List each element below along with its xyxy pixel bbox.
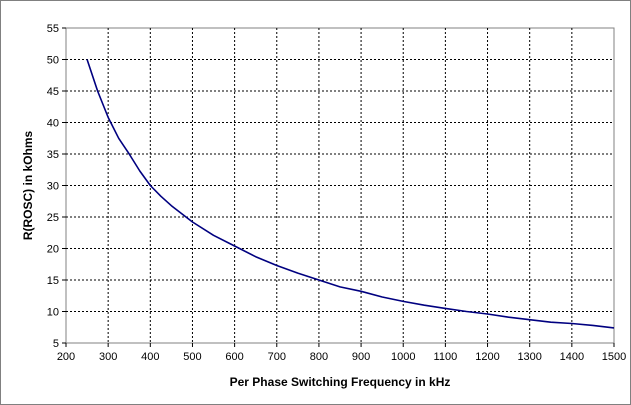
x-axis-title: Per Phase Switching Frequency in kHz [230, 375, 451, 389]
data-point [192, 221, 193, 222]
data-point [382, 296, 383, 297]
x-tick-label: 1500 [602, 351, 626, 363]
y-tick-labels: 5 10 15 20 25 30 35 40 45 50 55 [47, 23, 59, 350]
x-tick-label: 700 [268, 351, 286, 363]
series-line [86, 59, 615, 329]
y-tick-label: 25 [47, 212, 59, 224]
data-point [171, 205, 172, 206]
data-point [255, 256, 256, 257]
x-tick-label: 1200 [475, 351, 499, 363]
data-point [297, 273, 298, 274]
data-point [213, 235, 214, 236]
data-point [466, 311, 467, 312]
y-tick-label: 20 [47, 244, 59, 256]
x-tick-label: 500 [183, 351, 201, 363]
data-point [571, 323, 572, 324]
x-tick-label: 600 [225, 351, 243, 363]
data-point [445, 308, 446, 309]
y-tick-label: 45 [47, 86, 59, 98]
data-point [592, 325, 593, 326]
x-tick-label: 400 [141, 351, 159, 363]
data-point [529, 319, 530, 320]
data-point [97, 90, 98, 91]
data-point [339, 286, 340, 287]
gridlines [62, 27, 615, 347]
y-tick-label: 35 [47, 149, 59, 161]
x-tick-label: 900 [352, 351, 370, 363]
y-axis-title: R(ROSC) in kOhms [21, 131, 35, 241]
data-point [508, 317, 509, 318]
x-tick-label: 1400 [560, 351, 584, 363]
data-point [150, 185, 151, 186]
y-tick-label: 55 [47, 23, 59, 35]
data-point [424, 305, 425, 306]
data-point [160, 196, 161, 197]
data-point [139, 170, 140, 171]
data-point [361, 291, 362, 292]
y-tick-label: 10 [47, 307, 59, 319]
y-tick-label: 50 [47, 55, 59, 67]
data-point [613, 327, 614, 328]
data-point [234, 245, 235, 246]
x-tick-label: 1300 [517, 351, 541, 363]
data-point [550, 322, 551, 323]
x-tick-label: 1000 [391, 351, 415, 363]
y-tick-label: 40 [47, 118, 59, 130]
data-point [108, 117, 109, 118]
x-tick-label: 300 [99, 351, 117, 363]
series-group [86, 59, 615, 329]
x-tick-label: 200 [57, 351, 75, 363]
x-tick-labels: 200 300 400 500 600 700 800 900 1000 1100 1200 1300… [57, 351, 626, 363]
y-tick-label: 5 [53, 338, 59, 350]
x-tick-label: 1100 [434, 351, 458, 363]
data-point [487, 313, 488, 314]
data-point [403, 301, 404, 302]
data-point [318, 279, 319, 280]
data-point [118, 138, 119, 139]
data-point [276, 265, 277, 266]
y-tick-label: 15 [47, 275, 59, 287]
y-tick-label: 30 [47, 181, 59, 193]
data-point [129, 153, 130, 154]
data-point [87, 59, 88, 60]
x-tick-label: 800 [310, 351, 328, 363]
